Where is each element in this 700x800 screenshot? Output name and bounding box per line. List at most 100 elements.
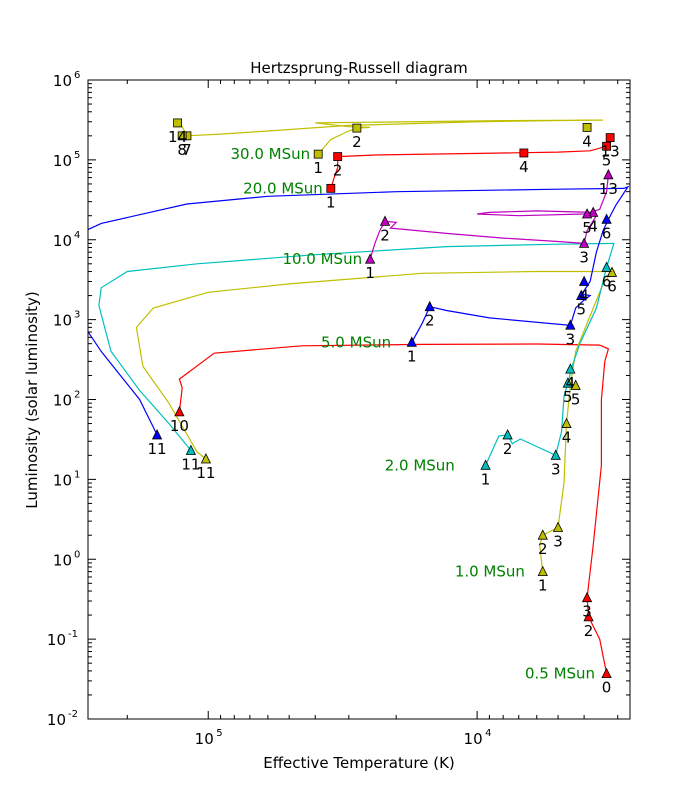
data-point-marker: [174, 405, 185, 417]
y-tick-label-exponent: -1: [68, 629, 78, 640]
data-point-label: 4: [582, 132, 592, 150]
x-tick-label-exponent: 5: [216, 728, 222, 739]
data-point-label: 7: [182, 141, 192, 159]
y-tick-label: 10: [53, 72, 72, 90]
data-point-marker: [606, 266, 618, 277]
data-point-marker: [601, 213, 612, 224]
data-point-label: 8: [177, 141, 187, 159]
data-point-label: 3: [566, 330, 576, 348]
x-tick-label: 10: [195, 730, 214, 748]
y-axis-label: Luminosity (solar luminosity): [23, 291, 41, 508]
data-point-marker: [379, 215, 391, 226]
y-tick-label-exponent: 4: [74, 230, 80, 241]
y-tick-label: 10: [53, 551, 72, 569]
data-point-label: 14: [168, 128, 187, 146]
y-tick-label-exponent: 1: [74, 469, 80, 480]
data-point-label: 1: [313, 159, 323, 177]
y-tick-label: 10: [53, 471, 72, 489]
data-point-label: 6: [602, 224, 612, 242]
data-point-label: 11: [148, 440, 167, 458]
data-point-label: 1: [326, 193, 336, 211]
data-point-marker: [502, 429, 513, 440]
data-point-marker: [578, 275, 590, 286]
y-tick-label: 10: [53, 392, 72, 410]
data-point-marker: [173, 118, 182, 128]
data-point-marker: [601, 667, 612, 679]
data-point-label: 4: [579, 287, 589, 305]
y-tick-label-exponent: 6: [74, 70, 80, 81]
data-point-marker: [313, 149, 323, 159]
data-point-marker: [480, 459, 491, 470]
data-point-label: 3: [553, 532, 563, 550]
data-point-marker: [583, 610, 594, 622]
data-point-label: 3: [582, 603, 592, 621]
series-label: 20.0 MSun: [243, 179, 323, 197]
series-label: 10.0 MSun: [282, 250, 362, 268]
plot-area-frame: [87, 79, 631, 720]
series-track-5: [330, 137, 611, 189]
data-point-label: 5: [602, 151, 612, 169]
x-tick-label-exponent: 4: [485, 728, 491, 739]
y-tick-label-exponent: 5: [74, 150, 80, 161]
data-point-label: 1: [538, 577, 548, 595]
data-point-marker: [605, 133, 615, 143]
y-tick-label: 10: [47, 631, 66, 649]
x-axis-ticks: 10 5 10 4: [126, 80, 619, 748]
data-point-label: 3: [579, 248, 589, 266]
data-point-label: 5: [582, 219, 592, 237]
data-point-label: 1: [481, 470, 491, 488]
data-point-marker: [185, 444, 197, 455]
data-point-label: 5: [563, 388, 573, 406]
data-point-label: 5: [571, 390, 581, 408]
data-point-marker: [326, 183, 336, 193]
y-tick-label-exponent: 2: [74, 390, 80, 401]
series-label: 1.0 MSun: [455, 563, 525, 581]
data-point-label: 1: [407, 347, 417, 365]
data-point-label: 6: [602, 272, 612, 290]
data-point-marker: [601, 261, 612, 272]
data-point-marker: [576, 289, 587, 300]
data-point-marker: [537, 565, 548, 577]
data-point-marker: [537, 529, 548, 540]
data-point-label: 4: [566, 374, 576, 392]
data-point-marker: [581, 591, 593, 603]
data-point-marker: [565, 363, 576, 374]
data-point-label: 0: [602, 679, 612, 697]
series-track-3: [88, 185, 630, 436]
y-tick-label: 10: [47, 711, 66, 729]
data-point-marker: [177, 131, 187, 141]
data-point-label: 5: [576, 301, 586, 319]
y-tick-label-exponent: 3: [74, 310, 80, 321]
series-track-4: [369, 174, 609, 260]
data-point-marker: [603, 168, 614, 180]
data-point-marker: [333, 152, 343, 161]
data-point-label: 11: [196, 464, 215, 482]
data-point-marker: [406, 336, 417, 347]
data-point-marker: [561, 417, 572, 428]
data-point-label: 4: [588, 217, 598, 235]
series-label: 0.5 MSun: [525, 665, 595, 683]
data-point-marker: [552, 521, 564, 532]
y-tick-label: 10: [53, 152, 72, 170]
data-point-marker: [588, 206, 599, 217]
data-point-marker: [519, 148, 529, 158]
series-label: 2.0 MSun: [385, 456, 455, 474]
series-label: 30.0 MSun: [231, 145, 311, 163]
data-point-marker: [352, 123, 362, 133]
series-labels: 0.5 MSun 1.0 MSun 2.0 MSun 5.0 MSun 10.0 MSu…: [231, 145, 596, 682]
data-point-marker: [550, 449, 561, 460]
data-point-marker: [200, 453, 212, 464]
data-point-label: 3: [551, 460, 561, 478]
y-tick-label: 10: [53, 232, 72, 250]
data-point-label: 13: [599, 180, 618, 198]
y-tick-label-exponent: -2: [68, 709, 78, 720]
series-markers: [151, 118, 618, 679]
data-point-label: 6: [607, 277, 617, 295]
data-point-marker: [565, 319, 576, 330]
data-point-label: 2: [503, 440, 513, 458]
data-point-label: 2: [538, 540, 548, 558]
data-point-marker: [581, 208, 593, 219]
